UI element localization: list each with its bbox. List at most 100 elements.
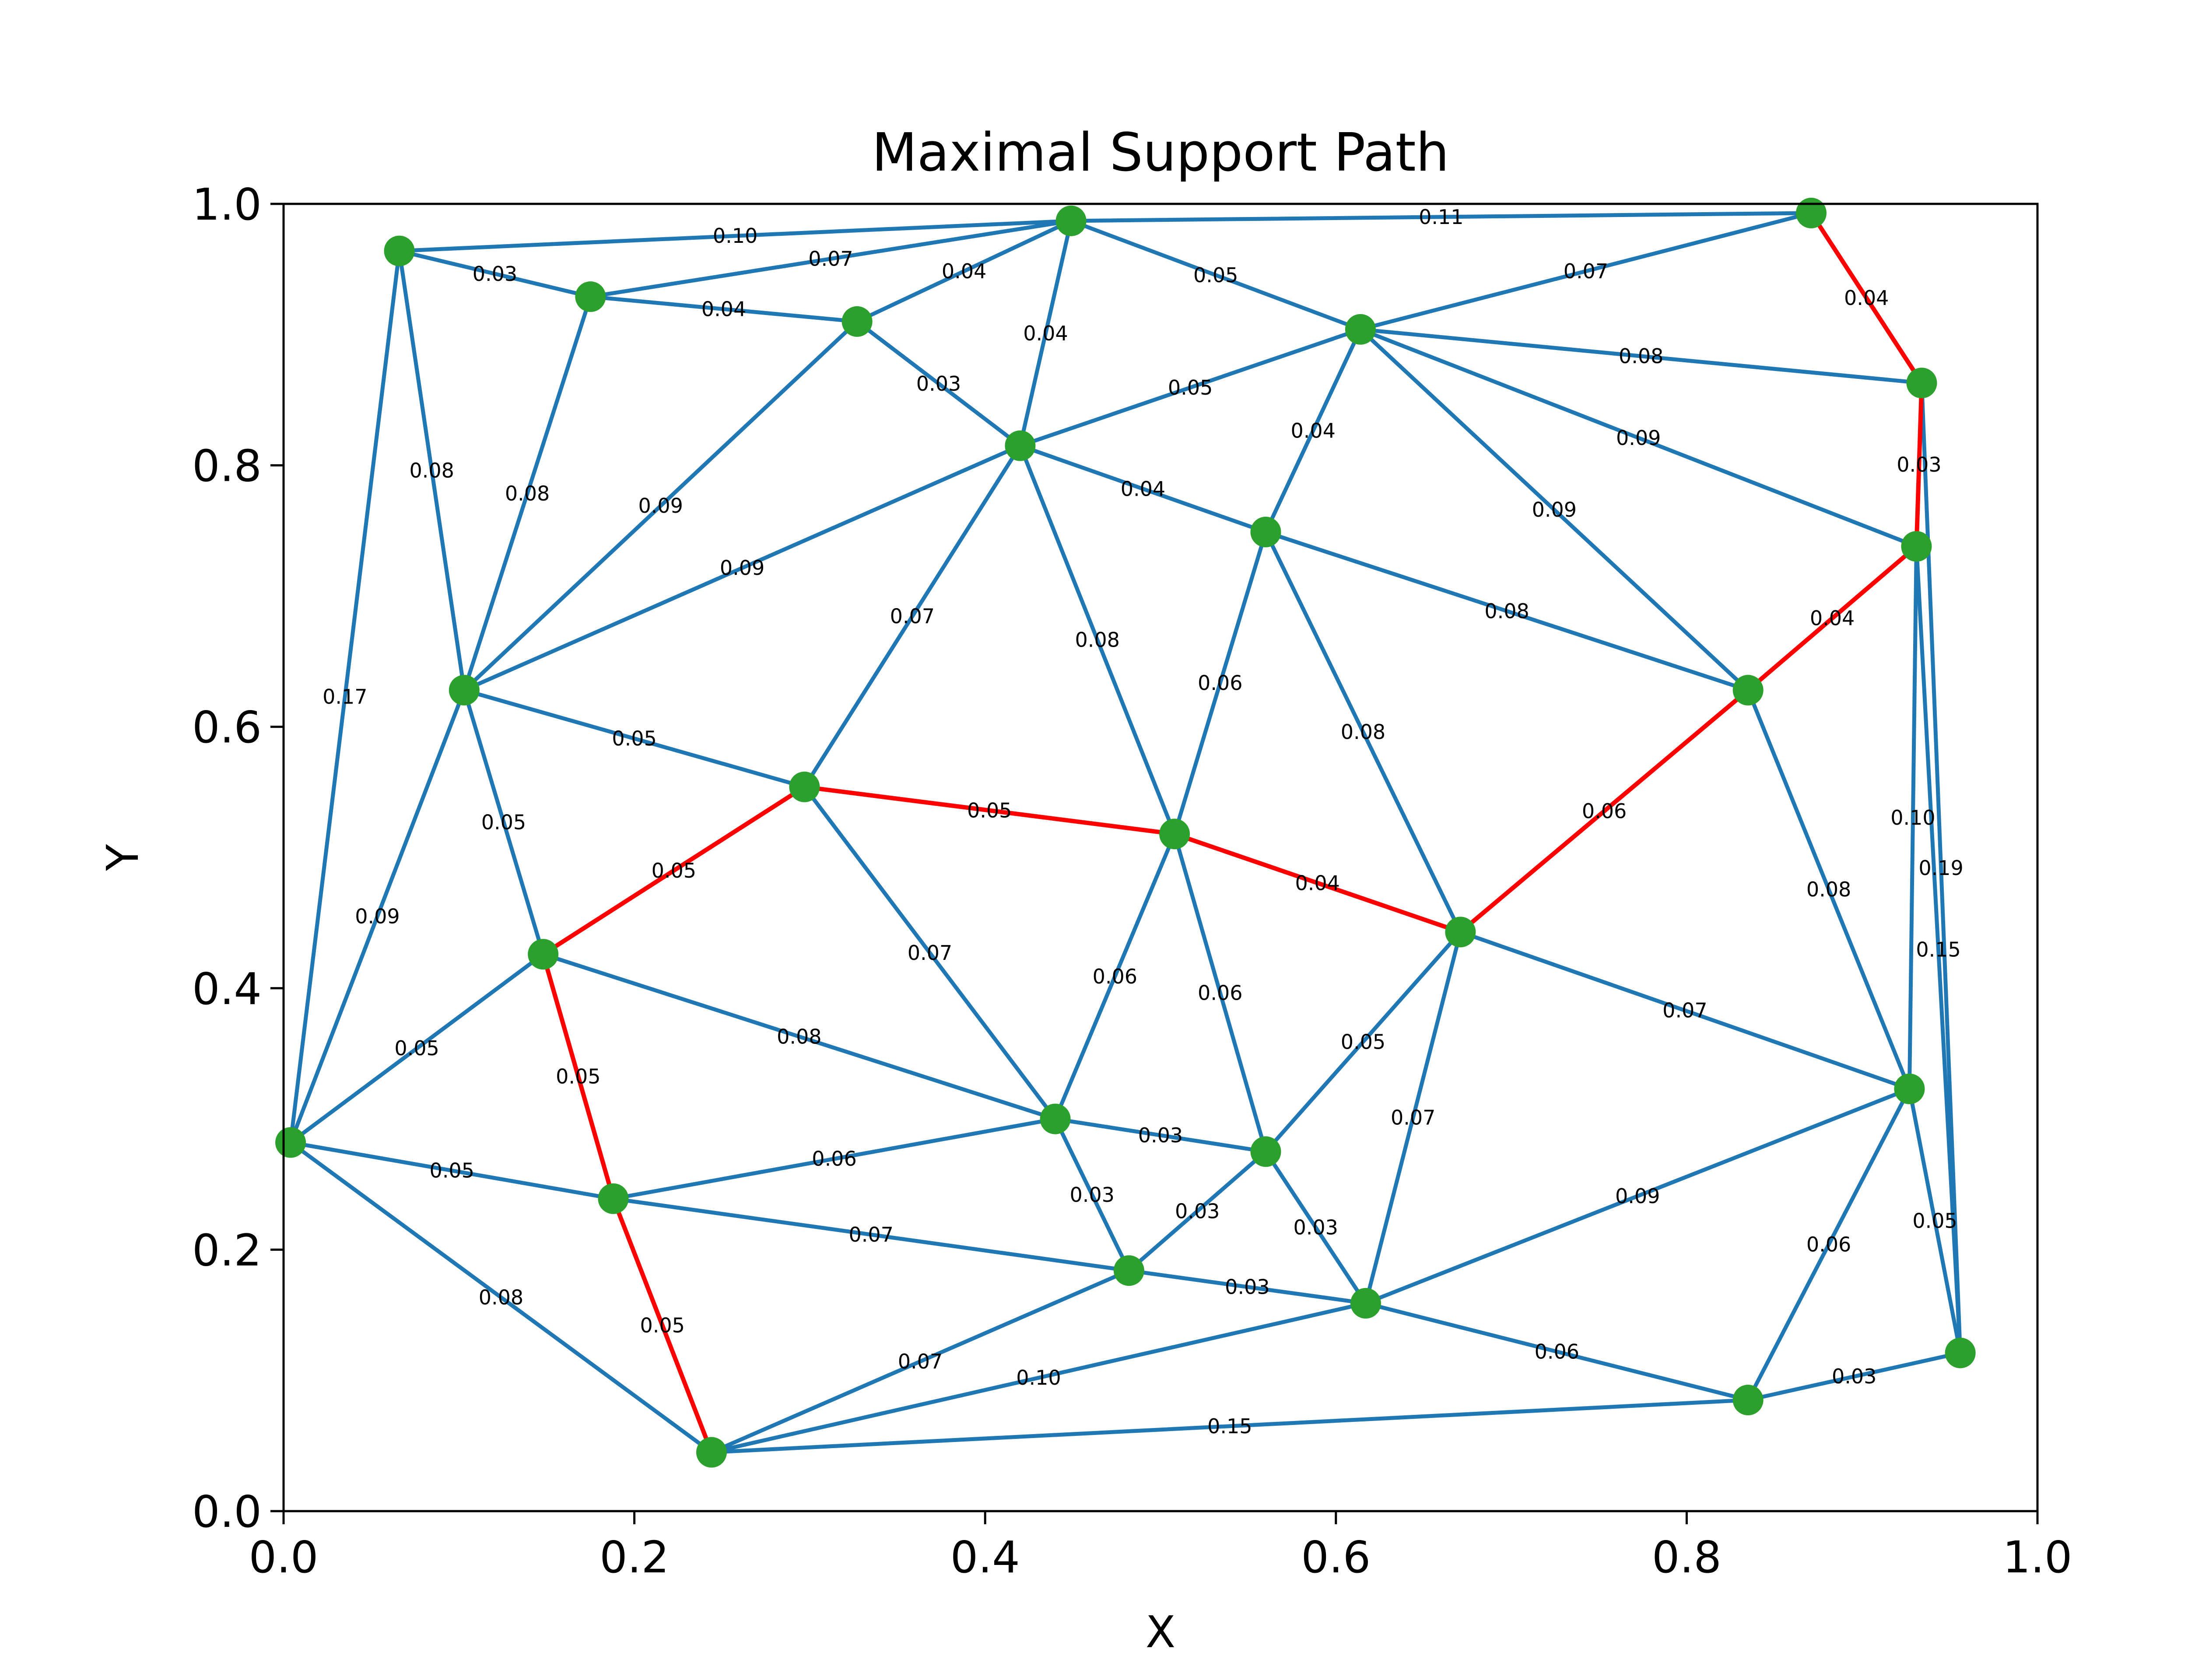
edge-line — [288, 688, 466, 1144]
edge-weight-label: 0.04 — [1023, 322, 1068, 345]
edge-weight-label: 0.07 — [908, 941, 952, 965]
edge-line — [462, 688, 545, 956]
edge-line — [462, 444, 1022, 693]
edge-weight-label: 0.03 — [1293, 1216, 1338, 1239]
edge-line — [855, 319, 1022, 448]
edge-weight-label: 0.07 — [1564, 259, 1608, 283]
edge-weight-label: 0.05 — [481, 810, 526, 834]
edge-line — [541, 952, 1058, 1121]
graph-node — [1901, 531, 1932, 562]
edge-weight-label: 0.09 — [1616, 426, 1661, 450]
edge-line — [1358, 327, 1924, 385]
edge-line — [1127, 1149, 1268, 1273]
edge-line — [1172, 530, 1268, 836]
edge-weight-label: 0.06 — [1535, 1340, 1579, 1363]
graph-node — [1945, 1337, 1976, 1368]
edge-line — [397, 249, 466, 693]
edge-line — [588, 219, 1073, 299]
edge-line — [288, 249, 402, 1144]
edge-line — [1914, 544, 1963, 1355]
edge-weight-label: 0.03 — [1175, 1199, 1220, 1223]
edge-weight-label: 0.04 — [1810, 606, 1855, 630]
edge-line — [288, 1140, 714, 1455]
edge-weight-label: 0.03 — [1832, 1365, 1876, 1388]
graph-node — [1350, 1288, 1381, 1319]
x-axis-label: X — [1146, 1606, 1176, 1658]
x-tick-label: 0.6 — [1301, 1532, 1371, 1583]
y-tick-label: 0.0 — [192, 1486, 262, 1537]
edge-line — [1358, 327, 1750, 693]
graph-node — [1732, 1385, 1764, 1416]
edge-weight-label: 0.04 — [701, 298, 746, 321]
edge-weight-label: 0.11 — [1419, 205, 1463, 229]
edge-line — [611, 1197, 1131, 1273]
edge-weight-label: 0.08 — [1484, 599, 1529, 623]
edge-weight-label: 0.08 — [1341, 720, 1385, 744]
edge-weight-label: 0.08 — [1806, 878, 1851, 901]
graph-node — [1159, 819, 1190, 850]
edge-weight-label: 0.05 — [1341, 1030, 1385, 1054]
edge-weight-label: 0.06 — [1093, 965, 1137, 988]
edge-weight-label: 0.03 — [473, 262, 517, 286]
edge-weight-label: 0.10 — [1890, 806, 1935, 830]
edge-line — [1746, 1351, 1963, 1402]
edge-weight-label: 0.05 — [612, 727, 656, 750]
y-tick-label: 0.4 — [192, 963, 262, 1015]
edge-line — [709, 1398, 1750, 1455]
graph-node — [696, 1437, 727, 1468]
edge-line — [1358, 211, 1813, 332]
edge-weight-label: 0.07 — [1662, 999, 1707, 1022]
edge-line — [1364, 930, 1462, 1306]
edge-weight-label: 0.17 — [323, 685, 367, 708]
edge-line — [462, 688, 806, 789]
edge-weight-label: 0.04 — [1290, 419, 1335, 442]
edge-weight-label: 0.05 — [1168, 376, 1213, 399]
chart-title: Maximal Support Path — [872, 122, 1449, 183]
edge-line — [1127, 1268, 1368, 1306]
edge-weight-label: 0.06 — [1198, 981, 1242, 1004]
edge-line — [588, 294, 859, 324]
graph-node — [528, 939, 559, 970]
edge-weight-label: 0.03 — [1069, 1183, 1114, 1207]
edge-line — [397, 249, 593, 299]
y-tick-label: 0.8 — [192, 441, 262, 492]
edge-weight-label: 0.15 — [1207, 1414, 1252, 1438]
x-tick-label: 0.2 — [600, 1532, 669, 1583]
edge-line — [1018, 444, 1177, 836]
graph-node — [575, 281, 606, 312]
edge-weight-label: 0.04 — [1844, 286, 1889, 310]
edge-weight-label: 0.03 — [1897, 453, 1941, 476]
edge-line — [1746, 688, 1911, 1091]
edge-line — [1907, 1087, 1963, 1355]
edge-weight-label: 0.06 — [1806, 1232, 1851, 1256]
graph-node — [1250, 516, 1281, 547]
edge-weight-label: 0.09 — [638, 494, 683, 518]
edge-weight-label: 0.09 — [1532, 498, 1577, 522]
edge-weight-label: 0.08 — [1619, 344, 1663, 368]
edge-weight-label: 0.08 — [777, 1025, 821, 1048]
edge-line — [611, 1117, 1058, 1201]
edge-line — [1364, 1301, 1750, 1402]
edge-line — [1263, 530, 1462, 934]
edge-line — [709, 1268, 1131, 1455]
graph-node — [1040, 1103, 1071, 1134]
edge-line — [1053, 1117, 1131, 1273]
edge-weight-label: 0.03 — [1138, 1124, 1183, 1147]
edge-weight-label: 0.03 — [1225, 1275, 1269, 1299]
edge-weight-label: 0.06 — [812, 1147, 856, 1171]
edge-line — [802, 444, 1022, 789]
edge-line — [709, 1301, 1368, 1455]
edge-weight-label: 0.05 — [394, 1036, 439, 1060]
edge-line — [1263, 327, 1363, 534]
x-tick-label: 0.0 — [249, 1532, 318, 1583]
support-path-layer — [541, 210, 1924, 1455]
y-tick-label: 0.2 — [192, 1225, 262, 1276]
edge-line — [462, 294, 593, 693]
x-tick-label: 0.8 — [1652, 1532, 1722, 1583]
x-tick-label: 0.4 — [950, 1532, 1020, 1583]
edge-weight-label: 0.03 — [916, 372, 961, 396]
graph-node — [1894, 1073, 1925, 1104]
edge-weight-label: 0.07 — [898, 1350, 943, 1373]
edge-line — [288, 1140, 616, 1201]
